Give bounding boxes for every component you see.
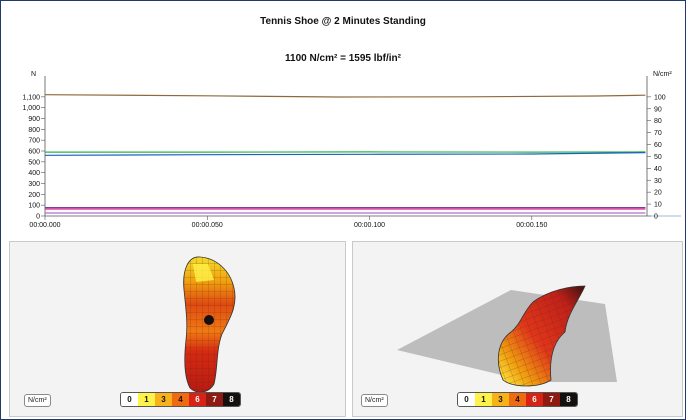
y-left-tick-label: 800: [28, 127, 40, 134]
series-line-3: [44, 152, 646, 156]
foot-pressure-map-2d: [183, 256, 236, 393]
y-right-tick-label: 80: [654, 118, 662, 125]
y-right-tick-label: 20: [654, 190, 662, 197]
y-axis-right-label: N/cm²: [653, 71, 672, 78]
unit-label-right: N/cm²: [361, 394, 388, 407]
legend-swatch: 7: [543, 393, 560, 406]
legend-swatch: 0: [458, 393, 475, 406]
y-left-tick-label: 400: [28, 170, 40, 177]
legend-swatch: 6: [526, 393, 543, 406]
x-tick-label: 00:00.150: [516, 222, 547, 229]
chart-subtitle: 1100 N/cm² = 1595 lbf/in²: [285, 53, 401, 64]
legend-swatch: 8: [223, 393, 240, 406]
y-right-tick-label: 40: [654, 166, 662, 173]
y-right-tick-label: 10: [654, 202, 662, 209]
legend-swatch: 4: [509, 393, 526, 406]
chart-panel: Tennis Shoe @ 2 Minutes Standing 1100 N/…: [3, 3, 683, 237]
y-right-tick-label: 100: [654, 94, 666, 101]
y-left-tick-label: 1,000: [22, 105, 40, 112]
y-right-tick-label: 30: [654, 178, 662, 185]
legend-swatch: 4: [172, 393, 189, 406]
line-chart: N N/cm²01002003004005006007008009001,0001…: [22, 71, 681, 229]
legend-swatch: 6: [189, 393, 206, 406]
legend-swatch: 1: [475, 393, 492, 406]
y-left-tick-label: 100: [28, 203, 40, 210]
legend-swatch: 7: [206, 393, 223, 406]
y-left-tick-label: 600: [28, 149, 40, 156]
chart-title: Tennis Shoe @ 2 Minutes Standing: [260, 16, 426, 27]
y-right-tick-label: 70: [654, 130, 662, 137]
x-tick-label: 00:00.000: [29, 222, 60, 229]
legend-swatch: 3: [155, 393, 172, 406]
x-tick-label: 00:00.100: [354, 222, 385, 229]
y-right-tick-label: 50: [654, 154, 662, 161]
y-right-tick-label: 60: [654, 142, 662, 149]
legend-swatch: 0: [121, 393, 138, 406]
y-left-tick-label: 500: [28, 159, 40, 166]
y-left-tick-label: 900: [28, 116, 40, 123]
y-left-tick-label: 200: [28, 192, 40, 199]
y-left-tick-label: 0: [36, 214, 40, 221]
y-right-tick-label: 90: [654, 106, 662, 113]
peak-marker: [204, 315, 214, 325]
series-line-1: [44, 94, 646, 98]
foot-pressure-map-3d: [397, 285, 617, 387]
x-tick-label: 00:00.050: [192, 222, 223, 229]
y-left-tick-label: 1,100: [22, 94, 40, 101]
legend-swatch: 1: [138, 393, 155, 406]
y-left-tick-label: 300: [28, 181, 40, 188]
unit-label-left: N/cm²: [24, 394, 51, 407]
y-axis-left-label: N: [31, 71, 36, 78]
y-right-tick-label: 0: [654, 214, 658, 221]
legend-swatch: 8: [560, 393, 577, 406]
legend-swatch: 3: [492, 393, 509, 406]
y-left-tick-label: 700: [28, 138, 40, 145]
